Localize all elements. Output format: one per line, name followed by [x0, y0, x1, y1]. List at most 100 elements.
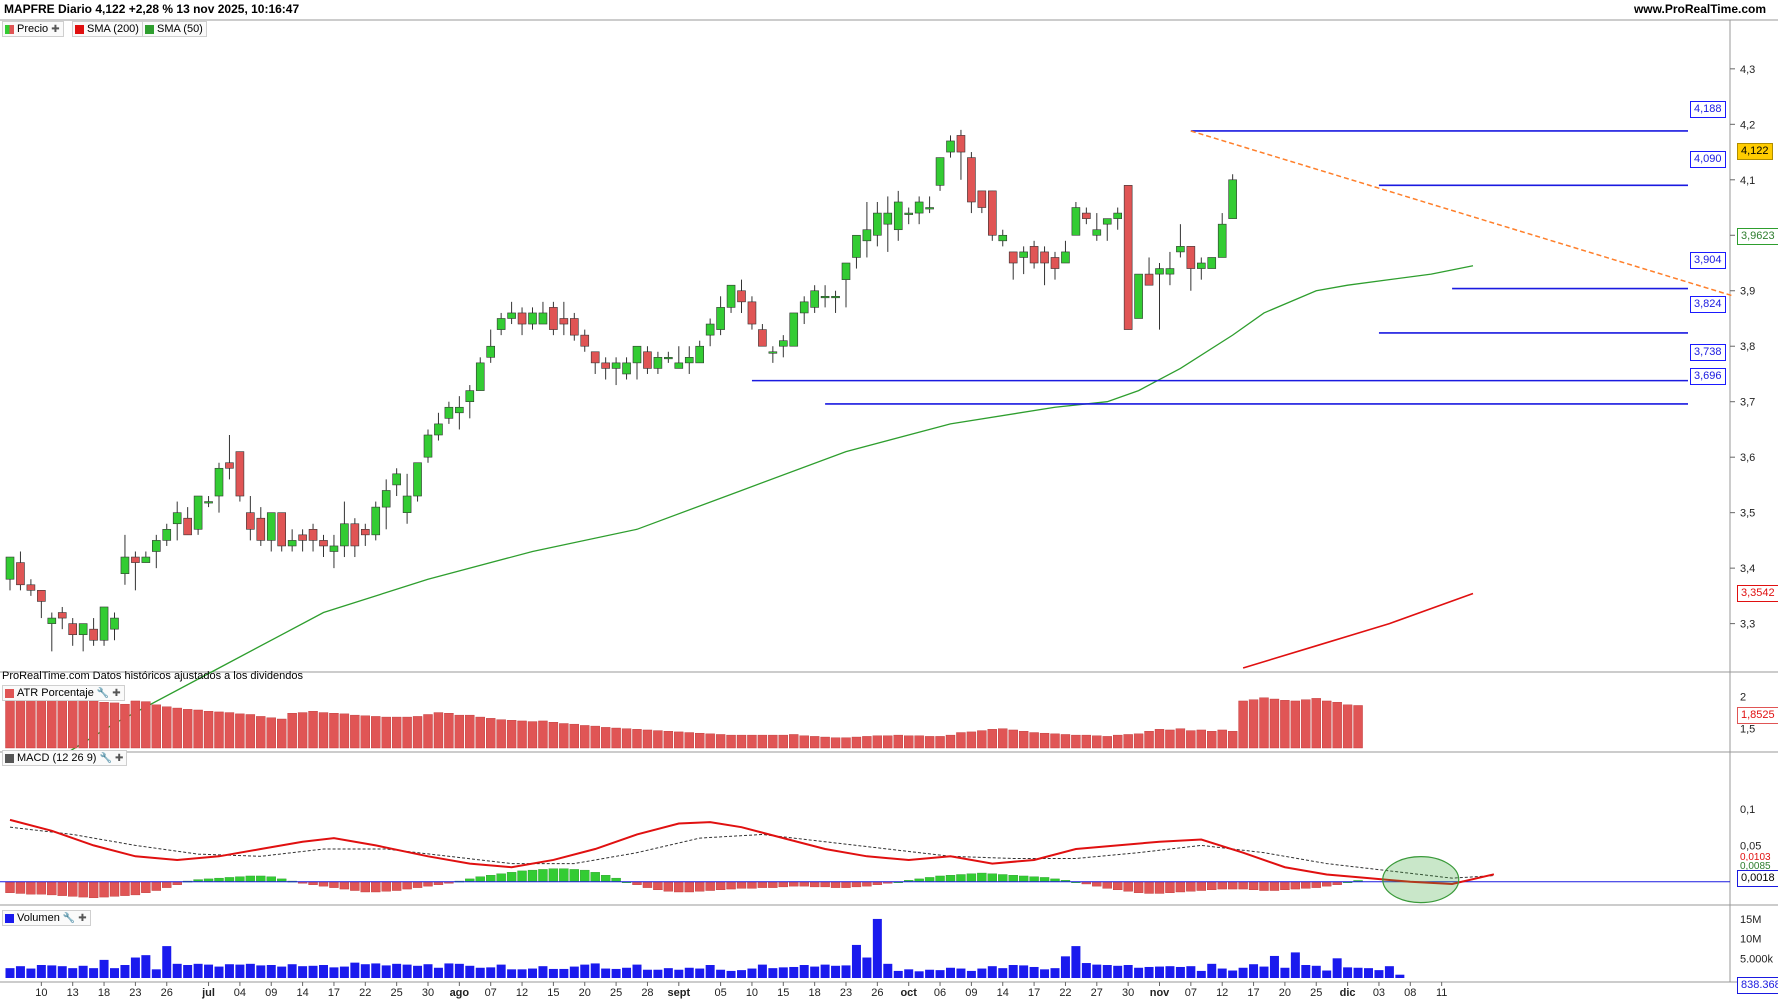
volume-bar	[799, 965, 809, 978]
legend-volumen[interactable]: Volumen 🔧 ✚	[2, 910, 91, 926]
atr-bar	[214, 711, 224, 749]
macd-hist-bar	[1196, 881, 1207, 891]
candle-body	[308, 529, 318, 541]
atr-bar	[715, 734, 726, 749]
atr-bar	[141, 701, 151, 749]
volume-bar	[381, 965, 391, 978]
atr-bar	[109, 702, 120, 749]
site-link[interactable]: www.ProRealTime.com	[1633, 2, 1766, 16]
atr-bar	[402, 716, 412, 749]
candle-body	[444, 406, 454, 419]
atr-bar	[559, 723, 569, 749]
atr-bar	[193, 709, 203, 749]
candle-body	[193, 495, 203, 530]
volume-bar	[475, 967, 485, 978]
volume-bar	[851, 944, 861, 978]
candle-body	[381, 490, 391, 508]
candle-body	[68, 623, 77, 636]
volume-bar	[1384, 966, 1394, 978]
x-tick-label: 07	[1185, 987, 1197, 999]
atr-bar	[1008, 729, 1018, 749]
x-tick-label: 22	[359, 987, 371, 999]
volume-bar	[507, 969, 517, 978]
x-tick-label: 12	[516, 987, 528, 999]
atr-bar	[736, 734, 747, 749]
candle-body	[434, 423, 443, 436]
price-tick-label: 4,1	[1740, 175, 1755, 187]
x-tick-label: 23	[840, 987, 852, 999]
macd-hist-bar	[224, 877, 235, 882]
volume-bar	[611, 968, 621, 978]
sma200-series	[1242, 592, 1474, 669]
macd-hist-bar	[318, 881, 329, 887]
legend-sma200[interactable]: SMA (200)	[72, 21, 143, 37]
candle-body	[1071, 207, 1081, 236]
level-tag-3904: 3,904	[1690, 252, 1726, 269]
candle-body	[1197, 262, 1206, 269]
add-icon[interactable]: ✚	[114, 752, 124, 764]
atr-bar	[318, 712, 329, 749]
x-tick-label: oct	[900, 987, 917, 999]
candle-body	[1144, 273, 1154, 286]
candle-body	[37, 590, 46, 602]
macd-hist-bar	[1039, 877, 1050, 882]
add-icon[interactable]: ✚	[51, 23, 60, 35]
atr-bar	[611, 727, 621, 749]
volume-bar	[47, 965, 57, 978]
atr-bar	[1112, 734, 1123, 749]
candle-body	[266, 512, 276, 541]
sma50-series	[51, 265, 1474, 763]
atr-bar	[1039, 732, 1050, 749]
macd-hist-bar	[1133, 881, 1144, 893]
atr-bar	[297, 712, 308, 749]
legend-precio[interactable]: Precio ✚	[2, 21, 64, 37]
add-icon[interactable]: ✚	[112, 687, 121, 699]
legend-sma50[interactable]: SMA (50)	[142, 21, 207, 37]
candle-body	[99, 606, 109, 641]
legend-atr[interactable]: ATR Porcentaje 🔧 ✚	[2, 685, 125, 701]
candle-body	[810, 290, 819, 308]
candle-body	[413, 462, 422, 497]
atr-bar	[674, 731, 684, 749]
legend-sma50-label: SMA (50)	[157, 23, 203, 35]
volume-bar	[486, 967, 496, 978]
volume-bar	[99, 959, 109, 978]
volume-bar	[956, 968, 966, 978]
macd-hist-bar	[423, 881, 433, 887]
candle-body	[141, 556, 151, 563]
macd-hist-bar	[371, 881, 381, 893]
volume-bar	[1165, 966, 1175, 978]
volume-bar	[1175, 966, 1185, 978]
volume-bar	[622, 967, 632, 978]
candle-body	[1102, 218, 1112, 225]
legend-macd[interactable]: MACD (12 26 9) 🔧 ✚	[2, 750, 128, 766]
atr-bar	[1196, 729, 1207, 749]
last-price-tag: 4,122	[1737, 143, 1773, 160]
atr-bar	[67, 699, 78, 749]
x-tick-label: 23	[129, 987, 141, 999]
atr-bar	[1186, 730, 1196, 749]
wrench-icon[interactable]: 🔧	[62, 912, 76, 924]
atr-bar	[966, 731, 977, 749]
price-tick-label: 3,7	[1740, 397, 1755, 409]
volume-bar	[402, 964, 412, 978]
wrench-icon[interactable]: 🔧	[96, 687, 110, 699]
candle-body	[47, 617, 57, 624]
volume-bar	[172, 963, 182, 978]
macd-hist-bar	[998, 874, 1008, 882]
candle-body	[601, 362, 610, 369]
atr-bar	[423, 714, 433, 749]
candle-body	[5, 556, 15, 580]
atr-bar	[1301, 699, 1311, 749]
wrench-icon[interactable]: 🔧	[99, 752, 112, 764]
atr-value-tag: 1,8525	[1737, 707, 1778, 724]
atr-bar	[695, 732, 705, 749]
macd-hist-bar	[977, 872, 987, 882]
atr-bar	[590, 725, 600, 749]
volume-bar	[308, 965, 318, 978]
candle-body	[622, 362, 631, 375]
add-icon[interactable]: ✚	[78, 912, 87, 924]
macd-hist-bar	[99, 881, 109, 898]
x-tick-label: ago	[450, 987, 470, 999]
candle-body	[235, 451, 245, 497]
